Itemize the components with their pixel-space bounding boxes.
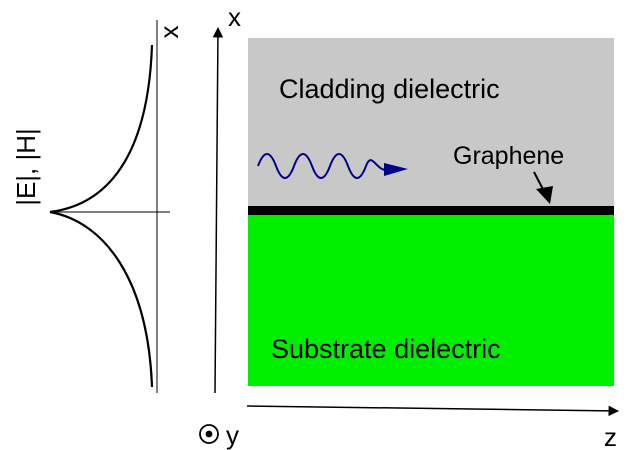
substrate-label: Substrate dielectric — [271, 334, 501, 364]
field-decay-lower-curve — [49, 210, 154, 388]
field-decay-upper-curve — [49, 44, 154, 214]
cladding-layer — [248, 38, 614, 206]
field-profile: x |E|, |H| — [11, 20, 184, 393]
graphene-pointer-arrow-icon — [533, 171, 553, 204]
graphene-label: Graphene — [453, 142, 564, 170]
propagating-wave-arrow-icon — [257, 153, 408, 179]
substrate-layer — [248, 215, 614, 386]
x-axis-label: x — [228, 2, 241, 32]
out-of-page-dot-icon — [199, 424, 219, 444]
z-axis-line — [246, 405, 620, 417]
cladding-label: Cladding dielectric — [279, 74, 500, 104]
profile-axis-label: x — [154, 26, 184, 39]
x-axis-line — [212, 26, 224, 394]
graphene-layer — [248, 206, 614, 215]
y-axis-label: y — [226, 420, 239, 450]
field-axis-label: |E|, |H| — [11, 128, 41, 206]
z-axis-label: z — [604, 422, 617, 450]
